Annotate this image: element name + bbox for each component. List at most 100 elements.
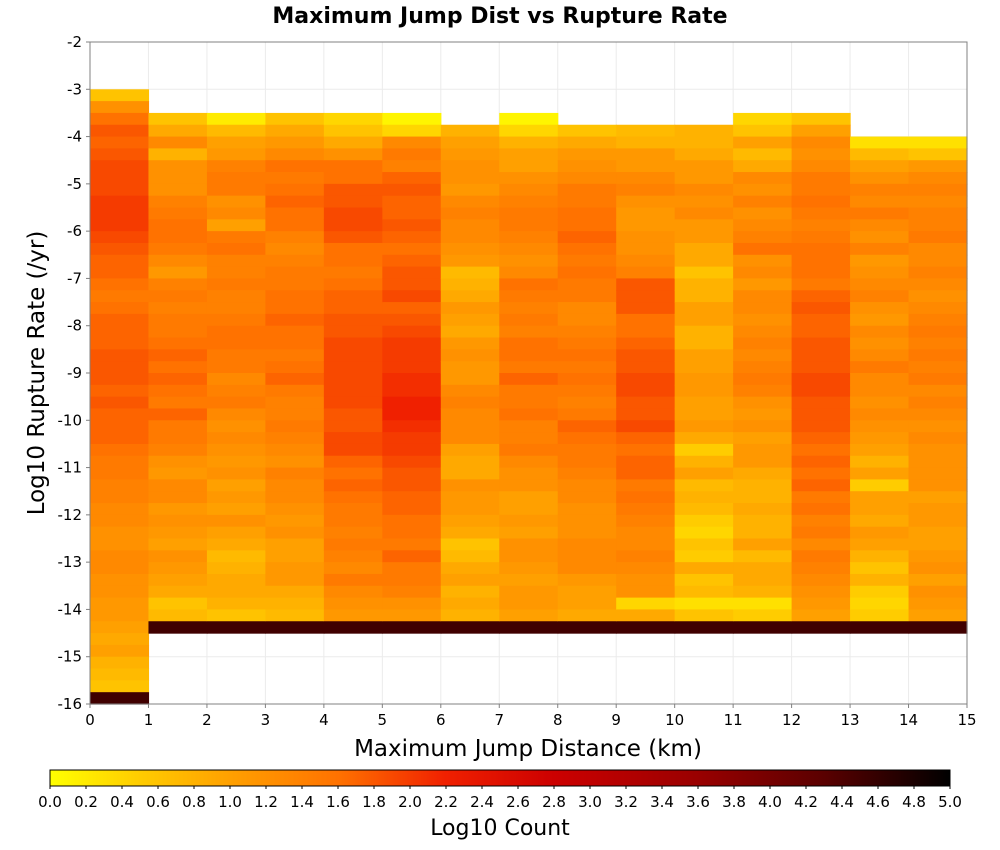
colorbar-tick-label: 4.6 <box>866 793 890 811</box>
heatmap-cell <box>382 302 442 315</box>
heatmap-cell <box>90 195 150 209</box>
heatmap-cell <box>908 207 968 220</box>
heatmap-cell <box>382 349 442 362</box>
heatmap-cell <box>733 585 793 599</box>
heatmap-cell <box>733 195 793 209</box>
heatmap-cell <box>499 219 559 232</box>
heatmap-cell <box>265 514 325 528</box>
heatmap-cell <box>908 266 968 280</box>
heatmap-cell <box>323 290 383 303</box>
x-tick-label: 14 <box>899 711 918 729</box>
heatmap-cell <box>791 290 851 303</box>
heatmap-cell <box>90 325 150 339</box>
heatmap-cell <box>440 373 500 386</box>
heatmap-cell <box>908 148 968 161</box>
chart-title: Maximum Jump Dist vs Rupture Rate <box>272 4 727 29</box>
heatmap-cell <box>90 562 150 575</box>
heatmap-cell <box>265 597 325 611</box>
heatmap-cell <box>499 538 559 551</box>
heatmap-cell <box>850 573 910 587</box>
heatmap-cell <box>499 573 559 587</box>
heatmap-cell <box>850 207 910 220</box>
heatmap-cell <box>791 443 851 457</box>
heatmap-cell <box>90 373 150 386</box>
heatmap-cell <box>265 609 325 622</box>
heatmap-cell <box>674 254 734 268</box>
y-tick-label: -6 <box>67 222 82 240</box>
heatmap-cell <box>206 254 266 268</box>
heatmap-cell <box>557 597 617 611</box>
heatmap-cell <box>557 538 617 551</box>
heatmap-cell <box>206 550 266 563</box>
colorbar-tick-label: 0.0 <box>38 793 62 811</box>
heatmap-cell <box>90 266 150 280</box>
heatmap-cell <box>908 550 968 563</box>
heatmap-cell <box>206 585 266 599</box>
heatmap-cell <box>850 503 910 516</box>
heatmap-cell <box>265 136 325 149</box>
heatmap-cell <box>908 361 968 374</box>
heatmap-cell <box>616 183 676 197</box>
heatmap-cell <box>148 302 208 315</box>
heatmap-cell <box>908 597 968 611</box>
colorbar-tick-label: 2.6 <box>506 793 530 811</box>
heatmap-cell <box>382 562 442 575</box>
heatmap-cell <box>791 160 851 173</box>
heatmap-cell <box>850 183 910 197</box>
heatmap-cell <box>440 136 500 149</box>
heatmap-cell <box>90 384 150 398</box>
heatmap-cell <box>499 290 559 303</box>
heatmap-cell <box>499 278 559 291</box>
heatmap-cell <box>206 183 266 197</box>
heatmap-cell <box>382 337 442 350</box>
heatmap-cell <box>616 148 676 161</box>
colorbar-tick-label: 3.6 <box>686 793 710 811</box>
heatmap-cell <box>206 349 266 362</box>
heatmap-cell <box>791 266 851 280</box>
heatmap-cell <box>265 491 325 504</box>
heatmap-cell <box>440 443 500 457</box>
heatmap-cell <box>616 219 676 232</box>
heatmap-cell <box>265 124 325 138</box>
colorbar-tick-label: 3.2 <box>614 793 638 811</box>
heatmap-cell <box>674 349 734 362</box>
heatmap-cell <box>440 124 500 138</box>
heatmap-cell <box>791 455 851 469</box>
heatmap-cell <box>499 597 559 611</box>
heatmap-cell <box>206 172 266 185</box>
heatmap-cell <box>265 443 325 457</box>
heatmap-cell <box>499 242 559 256</box>
heatmap-cell <box>674 266 734 280</box>
heatmap-cell <box>908 302 968 315</box>
heatmap-cell <box>265 526 325 540</box>
heatmap-cell <box>206 207 266 220</box>
heatmap-cell <box>616 313 676 327</box>
heatmap-cell <box>499 455 559 469</box>
heatmap-cell <box>791 112 851 126</box>
heatmap-cell <box>382 621 442 634</box>
heatmap-cell <box>791 349 851 362</box>
heatmap-cell <box>674 148 734 161</box>
heatmap-cell <box>850 266 910 280</box>
heatmap-cell <box>148 242 208 256</box>
heatmap-cell <box>265 585 325 599</box>
heatmap-cell <box>791 384 851 398</box>
heatmap-cell <box>323 160 383 173</box>
heatmap-cell <box>908 325 968 339</box>
heatmap-cell <box>90 313 150 327</box>
heatmap-cell <box>850 254 910 268</box>
heatmap-cell <box>148 266 208 280</box>
heatmap-cell <box>908 526 968 540</box>
heatmap-cell <box>323 361 383 374</box>
heatmap-cell <box>148 562 208 575</box>
heatmap-cell <box>791 219 851 232</box>
heatmap-cell <box>206 290 266 303</box>
heatmap-cell <box>557 337 617 350</box>
heatmap-cell <box>850 160 910 173</box>
heatmap-cell <box>323 562 383 575</box>
heatmap-cell <box>382 526 442 540</box>
heatmap-cell <box>908 420 968 433</box>
heatmap-cell <box>206 455 266 469</box>
heatmap-cells <box>90 89 968 705</box>
heatmap-cell <box>382 609 442 622</box>
